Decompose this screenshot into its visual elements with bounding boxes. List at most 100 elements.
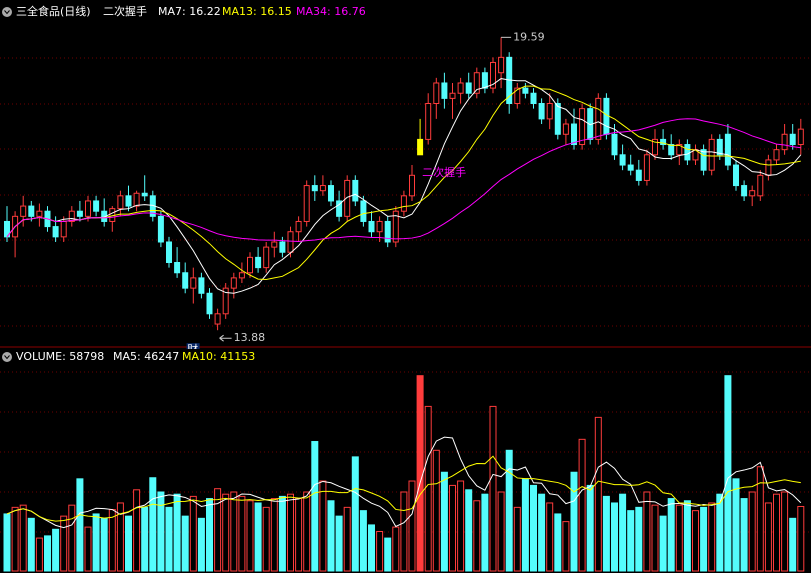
peak-label: 19.59	[513, 30, 545, 43]
volume-bar	[76, 478, 84, 572]
candle-body	[700, 149, 707, 171]
volume-bar	[756, 466, 764, 572]
candle-body	[781, 133, 788, 151]
candle-body	[93, 200, 100, 212]
volume-bar	[197, 517, 205, 572]
ma-line	[6, 118, 801, 243]
candle-body	[287, 231, 294, 253]
candle-body	[311, 185, 318, 192]
candle-body	[255, 256, 262, 269]
candle-body	[76, 210, 83, 217]
volume-bar	[319, 480, 327, 572]
candle-body	[676, 144, 683, 156]
volume-bar	[376, 530, 384, 572]
volume-bar	[327, 500, 335, 572]
volume-bar	[246, 500, 254, 572]
volume-bar	[700, 506, 708, 572]
candle-body	[271, 241, 278, 248]
volume-bar	[133, 489, 141, 572]
candle-body	[433, 82, 440, 104]
grid	[0, 57, 811, 533]
volume-bar	[505, 449, 513, 572]
volume-bar	[764, 502, 772, 572]
volume-bar	[740, 498, 748, 572]
candle-body	[490, 61, 496, 89]
candle-body	[538, 103, 545, 120]
candle-body	[247, 256, 253, 274]
volume-bar	[594, 416, 602, 572]
volume-bar	[497, 491, 505, 572]
volume-bar	[108, 509, 116, 572]
volume-bar	[157, 491, 165, 572]
volume-ma-line	[6, 455, 801, 522]
volume-bar	[732, 478, 740, 572]
volume-bar	[230, 491, 238, 572]
indicator-name: 二次握手	[103, 4, 147, 18]
volume-bar	[667, 498, 675, 572]
candle-body	[125, 195, 132, 207]
volume-bar	[465, 489, 473, 572]
volume-bar	[84, 526, 92, 572]
header-bg	[0, 2, 811, 22]
candle-body	[635, 169, 642, 181]
volume-bar	[473, 500, 481, 572]
volume-bar	[432, 449, 440, 572]
trough-arrow	[219, 334, 232, 342]
candle-body	[376, 220, 383, 233]
volume-bar	[578, 438, 586, 572]
volume-bar	[562, 521, 570, 572]
volume-title: VOLUME: 58798	[16, 350, 104, 363]
candle-body	[643, 154, 650, 181]
candle-body	[400, 195, 407, 212]
candle-body	[222, 287, 229, 315]
volume-bar	[359, 510, 367, 572]
volume-bar	[392, 526, 400, 572]
volume-bar	[554, 513, 562, 572]
candle-body	[392, 210, 399, 243]
candle-body	[765, 159, 772, 176]
candle-body	[441, 82, 448, 99]
candle-body	[425, 103, 432, 140]
volume-bar	[262, 506, 270, 572]
candle-body	[417, 138, 424, 156]
volume-bar	[546, 502, 554, 572]
legend-item: MA13: 16.15	[222, 5, 292, 18]
candle-body	[562, 123, 569, 135]
candle-body	[190, 277, 197, 289]
volume-bar	[708, 502, 716, 572]
menu-icon-arrow	[4, 10, 10, 15]
trough-label: 13.88	[234, 331, 266, 344]
candle-body	[733, 164, 739, 187]
volume-bar	[173, 493, 181, 572]
volume-bar	[457, 480, 465, 572]
volume-bar	[675, 504, 683, 572]
candle-body	[579, 108, 586, 146]
volume-bar	[44, 535, 51, 572]
candle-body	[344, 179, 351, 217]
candle-body	[595, 97, 602, 140]
candle-body	[522, 87, 529, 94]
chart-title: 三全食品(日线)	[16, 4, 91, 18]
candle-body	[36, 210, 43, 217]
volume-bar	[659, 515, 667, 572]
candle-body	[141, 192, 148, 197]
candle-body	[465, 82, 472, 94]
volume-bar	[416, 375, 424, 572]
menu-icon-arrow	[4, 355, 10, 360]
menu-icon[interactable]	[2, 352, 12, 362]
menu-icon[interactable]	[2, 7, 12, 17]
legend-item: MA10: 41153	[182, 350, 255, 363]
volume-header-bg	[0, 349, 811, 365]
candle-body	[28, 205, 35, 217]
volume-bar	[3, 513, 11, 572]
volume-bar	[716, 493, 724, 572]
candle-body	[473, 72, 480, 94]
volume-bar	[611, 502, 618, 572]
candle-body	[773, 149, 780, 161]
candle-body	[749, 190, 756, 197]
candle-body	[319, 185, 326, 192]
candle-body	[117, 195, 124, 210]
volume-bar	[278, 495, 286, 572]
volume-bar	[449, 484, 456, 572]
